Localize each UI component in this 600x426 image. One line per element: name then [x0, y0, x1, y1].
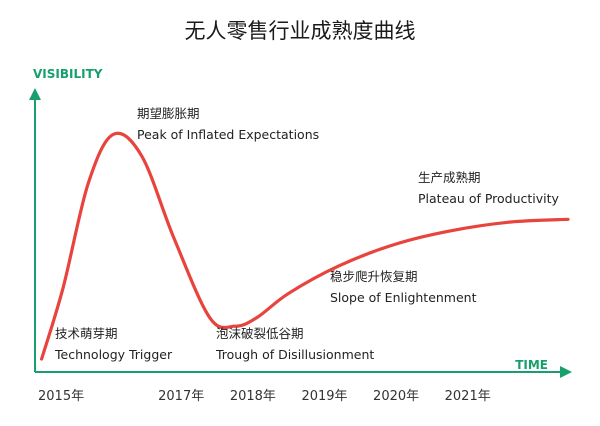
phase-label-peak-cn: 期望膨胀期 — [137, 106, 200, 121]
axes: VISIBILITY TIME — [29, 67, 572, 378]
phase-label-slope-cn: 稳步爬升恢复期 — [330, 269, 418, 284]
x-tick-label: 2017年 — [158, 389, 204, 404]
phase-label-plateau-en: Plateau of Productivity — [418, 191, 560, 206]
phase-label-slope-en: Slope of Enlightenment — [330, 290, 477, 305]
x-tick-label: 2021年 — [445, 389, 491, 404]
phase-label-trough-cn: 泡沫破裂低谷期 — [216, 326, 304, 341]
y-axis-arrow — [29, 88, 41, 100]
x-tick-labels: 2015年 2017年 2018年 2019年 2020年 2021年 — [38, 389, 491, 404]
phase-label-trough-en: Trough of Disillusionment — [215, 347, 374, 362]
chart-title: 无人零售行业成熟度曲线 — [185, 19, 416, 43]
x-axis-arrow — [560, 366, 572, 378]
x-tick-label: 2018年 — [230, 389, 276, 404]
series-line — [40, 131, 570, 361]
x-tick-label: 2019年 — [301, 389, 347, 404]
x-tick-label: 2015年 — [38, 389, 84, 404]
x-tick-label: 2020年 — [373, 389, 419, 404]
phase-label-peak-en: Peak of Inflated Expectations — [137, 127, 319, 142]
phase-label-technology-trigger-cn: 技术萌芽期 — [55, 326, 118, 341]
x-axis-title: TIME — [515, 358, 548, 372]
phase-label-plateau-cn: 生产成熟期 — [418, 170, 481, 185]
phase-label-technology-trigger-en: Technology Trigger — [54, 347, 173, 362]
phase-labels: 技术萌芽期 Technology Trigger 期望膨胀期 Peak of I… — [54, 106, 560, 362]
y-axis-title: VISIBILITY — [33, 67, 103, 81]
